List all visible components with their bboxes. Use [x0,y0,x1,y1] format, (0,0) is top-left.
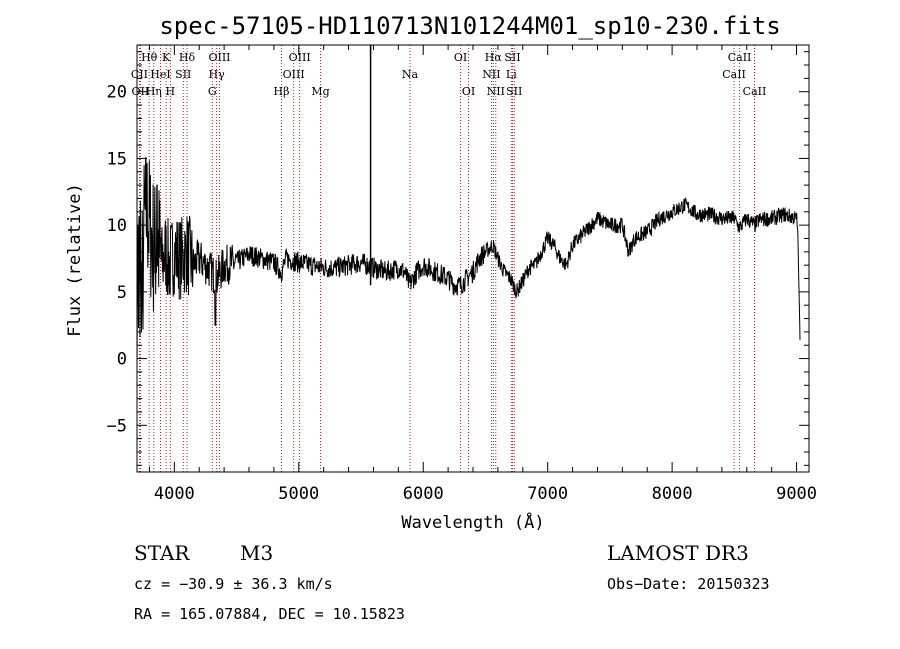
y-tick-label-4: 15 [107,149,127,169]
line-label-16: Na [402,68,419,81]
y-axis-label: Flux (relative) [65,183,85,337]
line-label-24: SII [506,85,522,98]
x-tick-label-4: 8000 [652,484,693,504]
line-label-25: CaII [728,51,752,64]
y-tick-label-3: 10 [107,216,127,236]
object-subclass: M3 [240,541,273,565]
line-label-22: SII [504,51,520,64]
line-label-19: Hα [485,51,503,64]
x-tick-label-5: 9000 [776,484,817,504]
line-label-9: OIII [208,51,230,64]
survey-name: LAMOST DR3 [607,541,749,565]
x-tick-label-0: 4000 [154,484,195,504]
line-label-11: G [208,85,217,98]
line-label-21: NII [487,85,505,98]
coordinates: RA = 165.07884, DEC = 10.15823 [134,605,405,623]
line-label-2: Hθ [141,51,158,64]
line-label-15: Mg [311,85,329,98]
x-axis: 4000 5000 6000 7000 8000 9000 [148,45,817,504]
y-tick-label-2: 5 [117,283,127,303]
x-tick-label-3: 7000 [527,484,568,504]
x-axis-label: Wavelength (Å) [401,511,544,533]
spectrum-line [136,157,801,368]
chart-title: spec-57105-HD110713N101244M01_sp10-230.f… [159,12,780,40]
line-label-6: H [166,85,176,98]
line-label-23: Li [506,68,517,81]
x-tick-label-2: 6000 [403,484,444,504]
line-label-7: SII [175,68,191,81]
line-label-5: K [162,51,171,64]
line-label-20: NII [482,68,500,81]
redshift-velocity: cz = −30.9 ± 36.3 km/s [134,575,333,593]
line-label-4: HeI [150,68,170,81]
line-label-18: OI [462,85,475,98]
object-class: STAR [134,541,190,565]
line-label-1: CII [131,68,148,81]
y-tick-label-5: 20 [107,83,127,103]
observation-date: Obs−Date: 20150323 [607,575,770,593]
line-label-3: Hη [146,85,162,98]
x-tick-label-1: 5000 [278,484,319,504]
line-label-8: Hδ [179,51,196,64]
line-label-27: CaII [743,85,767,98]
line-label-14: OIII [283,68,305,81]
y-tick-label-0: −5 [107,416,127,436]
y-axis: −5 0 5 10 15 20 [107,51,809,466]
line-label-26: CaII [722,68,746,81]
line-label-13: OIII [289,51,311,64]
y-tick-label-1: 0 [117,350,127,370]
line-label-17: OI [454,51,467,64]
line-label-12: Hβ [274,85,290,98]
line-label-10: Hγ [209,68,226,81]
